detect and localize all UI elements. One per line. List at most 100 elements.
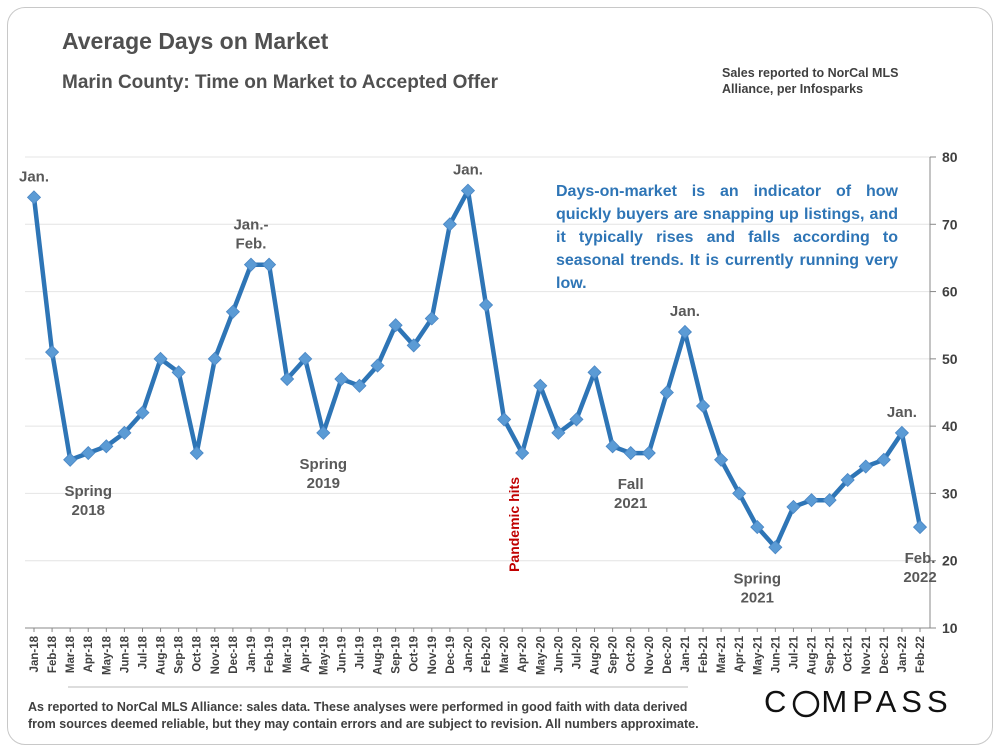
y-tick-label: 10 xyxy=(942,620,958,636)
x-tick-label: Sep-19 xyxy=(391,636,403,674)
logo-text-post: MPASS xyxy=(821,684,953,719)
x-tick-label: Jul-20 xyxy=(571,636,583,669)
x-tick-label: Aug-20 xyxy=(590,636,602,675)
data-point xyxy=(117,425,132,440)
data-point xyxy=(533,378,548,393)
chart-subtitle: Marin County: Time on Market to Accepted… xyxy=(62,72,498,93)
data-point xyxy=(768,540,783,555)
x-tick-label: Mar-20 xyxy=(499,636,511,673)
data-point xyxy=(460,183,476,198)
x-tick-label: Sep-20 xyxy=(608,636,620,674)
source-line-2: Alliance, per Infosparks xyxy=(722,82,864,96)
x-tick-label: Jun-21 xyxy=(770,635,782,673)
data-point xyxy=(388,318,403,333)
pandemic-label: Pandemic hits xyxy=(506,477,522,572)
data-point xyxy=(840,472,855,488)
x-tick-label: Jun-20 xyxy=(553,636,565,673)
y-tick-label: 70 xyxy=(942,216,958,232)
x-tick-label: Nov-21 xyxy=(861,635,873,674)
data-point xyxy=(424,311,439,326)
x-tick-label: Mar-21 xyxy=(716,635,728,673)
annotation-label: 2021 xyxy=(741,589,774,606)
x-tick-label: Jun-19 xyxy=(336,636,348,673)
data-point xyxy=(45,345,60,360)
data-point xyxy=(171,365,186,380)
data-point xyxy=(334,371,349,387)
x-tick-label: Dec-19 xyxy=(445,636,457,674)
x-tick-label: Feb-22 xyxy=(915,636,927,673)
data-point xyxy=(370,358,385,373)
commentary-note: Days-on-market is an indicator of how qu… xyxy=(556,183,898,292)
disclaimer-footer: As reported to NorCal MLS Alliance: sale… xyxy=(28,700,699,731)
data-point xyxy=(804,493,819,508)
x-tick-label: Apr-18 xyxy=(83,635,95,672)
x-tick-label: Aug-18 xyxy=(156,635,168,675)
x-tick-label: Dec-18 xyxy=(228,635,240,673)
data-point xyxy=(478,297,494,313)
data-point xyxy=(352,378,367,393)
x-tick-label: Feb-18 xyxy=(47,635,59,673)
compass-o-icon xyxy=(793,690,820,718)
data-point xyxy=(858,459,873,474)
x-tick-label: Nov-20 xyxy=(644,636,656,674)
x-tick-label: Mar-19 xyxy=(282,636,294,673)
annotation-label: Fall xyxy=(618,476,644,493)
x-tick-label: Feb-21 xyxy=(698,635,710,673)
data-point xyxy=(189,445,204,461)
x-tick-label: Mar-18 xyxy=(65,635,77,673)
data-point xyxy=(786,499,801,514)
data-point xyxy=(298,351,313,366)
annotation-label: Jan.- xyxy=(233,217,268,234)
data-point xyxy=(207,351,222,366)
data-point xyxy=(551,425,566,440)
y-tick-label: 50 xyxy=(942,351,958,367)
data-point xyxy=(677,324,693,340)
data-point xyxy=(153,351,168,366)
annotation-label: Spring xyxy=(300,456,348,473)
annotation-label: 2018 xyxy=(72,502,105,519)
x-tick-label: Nov-19 xyxy=(427,636,439,674)
annotation-label: Spring xyxy=(64,483,112,500)
x-tick-label: Aug-21 xyxy=(807,635,819,675)
x-tick-label: Oct-20 xyxy=(626,636,638,672)
data-point xyxy=(63,452,78,467)
x-tick-label: Sep-18 xyxy=(174,635,186,673)
logo-text-pre: C xyxy=(764,684,792,719)
data-point xyxy=(714,452,729,467)
data-point xyxy=(135,405,150,420)
data-point xyxy=(442,217,457,232)
x-tick-label: Nov-18 xyxy=(210,635,222,674)
annotation-label: 2019 xyxy=(307,475,340,492)
annotation-label: Jan. xyxy=(670,303,700,320)
data-point xyxy=(569,412,584,427)
chart-frame xyxy=(7,7,993,745)
annotation-label: Spring xyxy=(734,570,782,587)
data-point xyxy=(261,257,277,272)
data-point xyxy=(623,445,638,461)
data-point xyxy=(732,486,747,501)
x-tick-label: Oct-21 xyxy=(843,635,855,671)
chart-title: Average Days on Market xyxy=(62,28,329,54)
x-tick-label: Dec-20 xyxy=(662,636,674,674)
annotation-label: Feb. xyxy=(905,550,936,567)
data-point xyxy=(515,445,530,461)
y-tick-label: 60 xyxy=(942,284,958,300)
x-tick-label: Jan-20 xyxy=(463,636,475,672)
data-point xyxy=(406,338,421,353)
data-point xyxy=(695,398,711,414)
x-tick-label: May-19 xyxy=(318,636,330,675)
annotation-label: Jan. xyxy=(453,162,483,179)
x-tick-label: Oct-19 xyxy=(409,636,421,672)
x-tick-label: Dec-21 xyxy=(879,635,891,673)
x-tick-label: Jul-21 xyxy=(788,635,800,669)
compass-logo: C MPASS xyxy=(764,684,953,720)
y-tick-label: 30 xyxy=(942,485,958,501)
x-tick-label: Apr-20 xyxy=(517,636,529,672)
annotation-label: 2022 xyxy=(903,569,936,586)
data-point xyxy=(316,425,331,440)
data-point xyxy=(280,371,295,387)
x-tick-label: Jan-21 xyxy=(680,635,692,672)
source-line-1: Sales reported to NorCal MLS xyxy=(722,66,899,80)
x-tick-label: Jun-18 xyxy=(119,635,131,673)
